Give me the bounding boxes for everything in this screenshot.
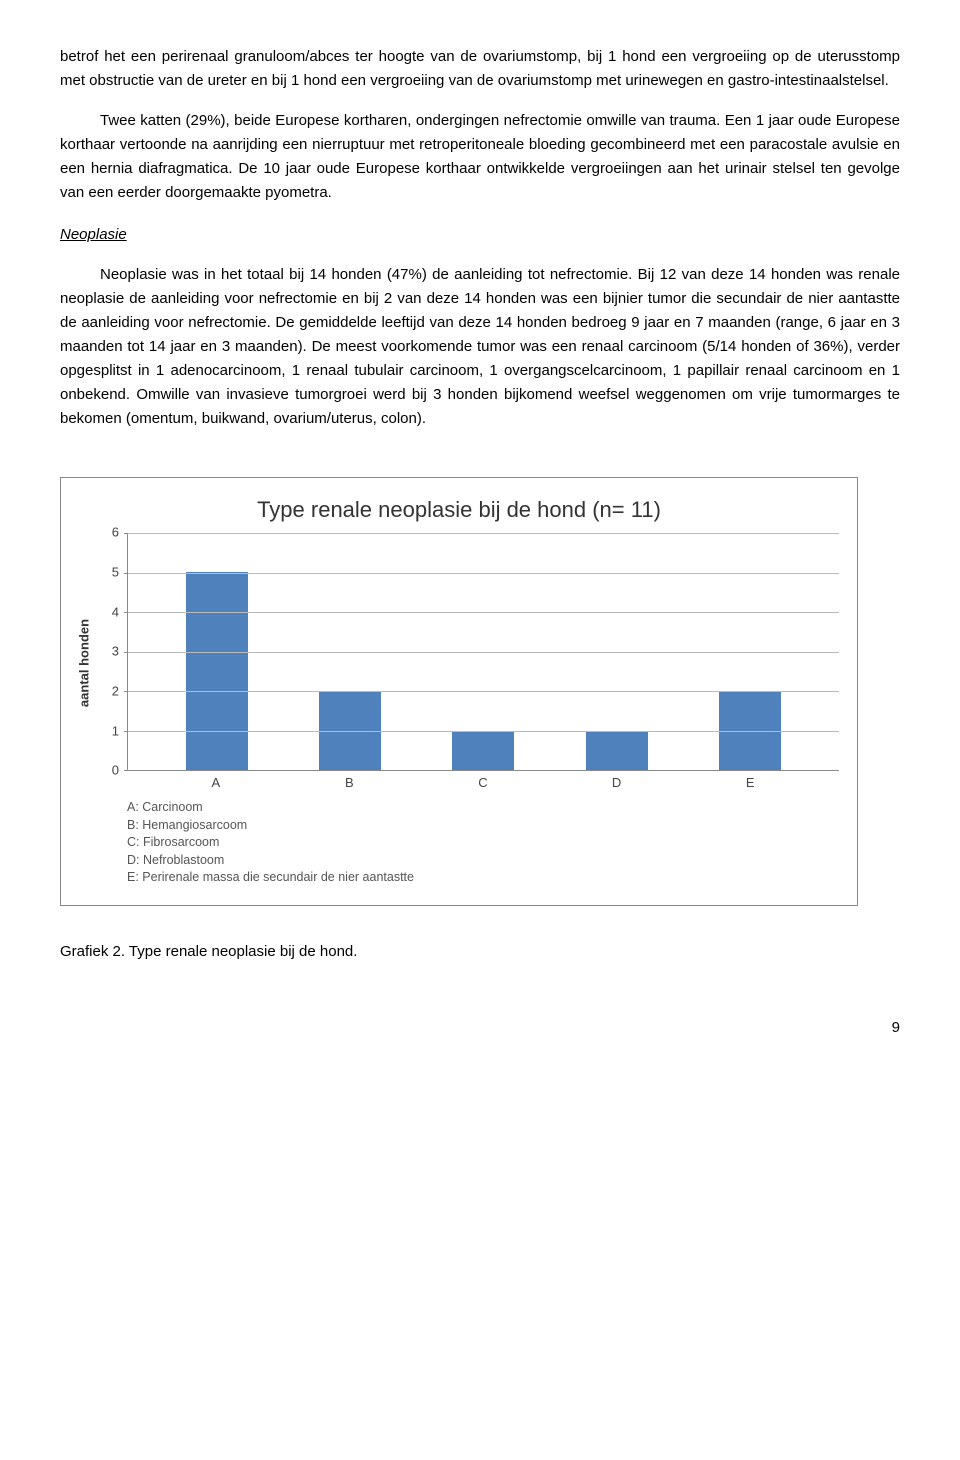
figure-caption: Grafiek 2. Type renale neoplasie bij de … bbox=[60, 940, 900, 964]
legend-line: A: Carcinoom bbox=[127, 799, 839, 817]
chart-plot: aantal honden 0123456 ABCDE bbox=[127, 533, 839, 793]
grid-line bbox=[128, 652, 839, 653]
y-tick-label: 5 bbox=[101, 562, 119, 583]
bar bbox=[186, 572, 248, 770]
legend-line: D: Nefroblastoom bbox=[127, 852, 839, 870]
chart-legend: A: CarcinoomB: HemangiosarcoomC: Fibrosa… bbox=[127, 799, 839, 887]
section-heading: Neoplasie bbox=[60, 223, 900, 247]
chart-container: Type renale neoplasie bij de hond (n= 11… bbox=[60, 477, 858, 906]
grid-line bbox=[128, 612, 839, 613]
legend-line: E: Perirenale massa die secundair de nie… bbox=[127, 869, 839, 887]
body-paragraph: Neoplasie was in het totaal bij 14 honde… bbox=[60, 263, 900, 431]
y-tick-mark bbox=[124, 533, 128, 534]
legend-line: B: Hemangiosarcoom bbox=[127, 817, 839, 835]
y-tick-mark bbox=[124, 612, 128, 613]
x-tick-label: D bbox=[586, 773, 648, 793]
y-tick-mark bbox=[124, 691, 128, 692]
y-tick-mark bbox=[124, 652, 128, 653]
body-paragraph: betrof het een perirenaal granuloom/abce… bbox=[60, 45, 900, 93]
grid-line bbox=[128, 731, 839, 732]
bar bbox=[452, 731, 514, 771]
y-axis-label: aantal honden bbox=[75, 619, 96, 707]
x-tick-label: C bbox=[452, 773, 514, 793]
y-tick-label: 4 bbox=[101, 602, 119, 623]
x-tick-label: B bbox=[318, 773, 380, 793]
y-tick-mark bbox=[124, 731, 128, 732]
y-tick-mark bbox=[124, 573, 128, 574]
x-tick-label: A bbox=[185, 773, 247, 793]
bar bbox=[586, 731, 648, 771]
x-axis-labels: A B C D E bbox=[127, 773, 839, 793]
page-number: 9 bbox=[60, 1016, 900, 1040]
y-tick-label: 2 bbox=[101, 681, 119, 702]
y-tick-label: 6 bbox=[101, 523, 119, 544]
y-tick-mark bbox=[124, 770, 128, 771]
plot-area bbox=[127, 533, 839, 771]
y-tick-label: 3 bbox=[101, 642, 119, 663]
y-tick-label: 0 bbox=[101, 761, 119, 782]
chart-title: Type renale neoplasie bij de hond (n= 11… bbox=[79, 492, 839, 527]
body-paragraph: Twee katten (29%), beide Europese kortha… bbox=[60, 109, 900, 205]
legend-line: C: Fibrosarcoom bbox=[127, 834, 839, 852]
y-tick-label: 1 bbox=[101, 721, 119, 742]
grid-line bbox=[128, 573, 839, 574]
grid-line bbox=[128, 691, 839, 692]
x-tick-label: E bbox=[719, 773, 781, 793]
grid-line bbox=[128, 533, 839, 534]
